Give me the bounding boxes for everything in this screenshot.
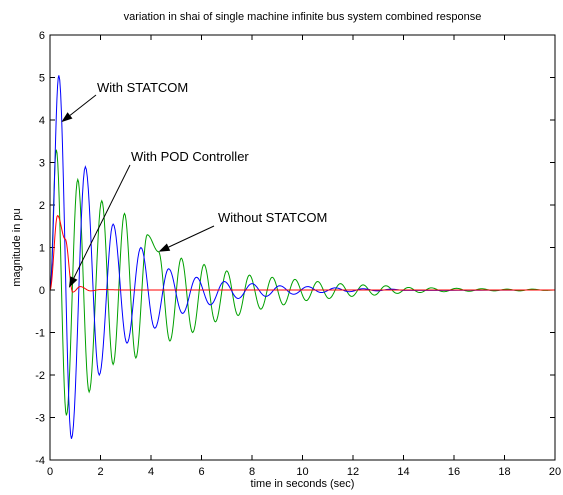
y-tick-label: -2 — [35, 370, 45, 382]
annotation-arrow-line — [73, 164, 131, 279]
chart-title: variation in shai of single machine infi… — [124, 11, 482, 23]
series-group — [49, 75, 556, 439]
annotation-arrowhead — [158, 243, 171, 252]
y-tick-label: 6 — [39, 30, 45, 42]
y-tick-label: 3 — [39, 158, 45, 170]
x-tick-label: 12 — [347, 466, 359, 478]
x-tick-label: 2 — [97, 466, 103, 478]
y-tick-label: -3 — [35, 413, 45, 425]
series-line-3 — [49, 214, 555, 293]
y-tick-label: -4 — [35, 455, 45, 467]
annotation-label: Without STATCOM — [218, 210, 327, 225]
x-tick-label: 14 — [397, 466, 409, 478]
annotation-label: With STATCOM — [97, 80, 188, 95]
y-tick-label: 1 — [39, 243, 45, 255]
y-axis-title: magnitude in pu — [11, 208, 23, 286]
x-tick-label: 10 — [296, 466, 308, 478]
annotation-arrowhead — [61, 112, 73, 123]
x-tick-label: 0 — [47, 466, 53, 478]
series-line-2 — [49, 75, 556, 439]
x-tick-label: 18 — [498, 466, 510, 478]
annotation-arrow-line — [168, 225, 215, 248]
annotation-group: With STATCOM With POD Controller Without S… — [61, 80, 327, 288]
x-tick-label: 16 — [448, 466, 460, 478]
y-tick-label: 0 — [39, 285, 45, 297]
annotation-arrowhead — [68, 276, 78, 288]
series-line-1 — [49, 149, 556, 416]
y-tick-label: -1 — [35, 328, 45, 340]
x-axis-title: time in seconds (sec) — [251, 478, 355, 490]
annotation-arrow-line — [69, 94, 97, 116]
y-tick-label: 4 — [39, 115, 45, 127]
y-tick-label: 2 — [39, 200, 45, 212]
x-tick-label: 6 — [198, 466, 204, 478]
x-tick-label: 20 — [549, 466, 561, 478]
plot-frame — [49, 34, 556, 461]
annotation-label: With POD Controller — [131, 149, 249, 164]
y-tick-label: 5 — [39, 73, 45, 85]
x-tick-label: 4 — [148, 466, 154, 478]
x-tick-label: 8 — [249, 466, 255, 478]
